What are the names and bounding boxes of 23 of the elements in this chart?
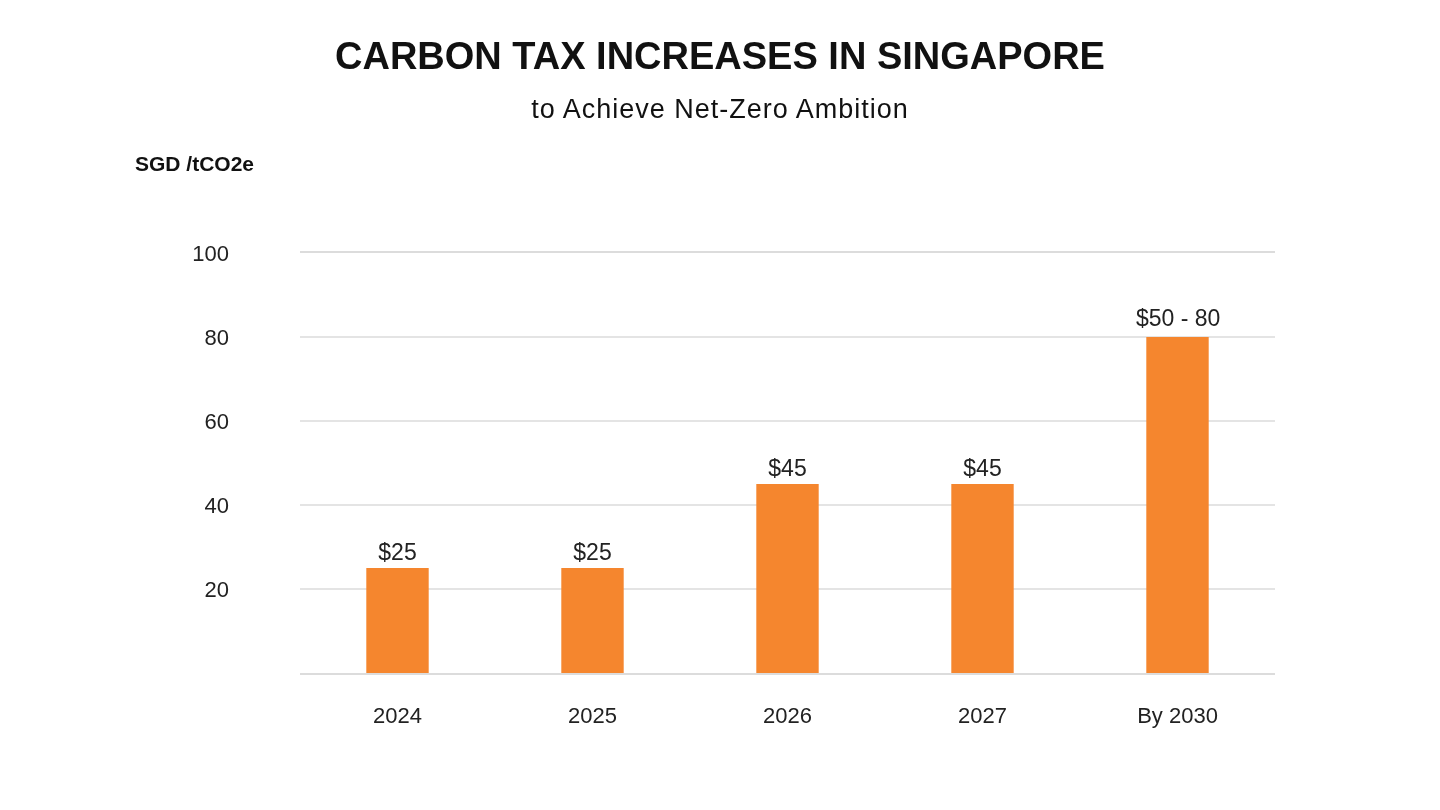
bar: [951, 484, 1014, 673]
bar: [561, 568, 624, 673]
data-label: $45: [963, 455, 1002, 481]
chart-subtitle: to Achieve Net-Zero Ambition: [531, 94, 909, 125]
annotation: $50 - 80: [1136, 305, 1221, 331]
y-tick-label: 40: [204, 492, 229, 518]
x-tick-label: 2025: [568, 703, 617, 729]
x-tick-label: 2024: [373, 703, 422, 729]
bar: [1146, 337, 1209, 673]
data-label: $25: [378, 539, 417, 565]
y-tick-label: 100: [192, 240, 229, 266]
x-tick-label: 2026: [763, 703, 812, 729]
x-tick-label: 2027: [958, 703, 1007, 729]
x-tick-label: By 2030: [1137, 703, 1218, 729]
data-label: $45: [768, 455, 807, 481]
data-label: $25: [573, 539, 612, 565]
chart-title: CARBON TAX INCREASES IN SINGAPORE: [335, 34, 1105, 77]
y-tick-label: 80: [204, 324, 229, 350]
bar: [366, 568, 429, 673]
bar: [756, 484, 819, 673]
y-axis-title: SGD /tCO2e: [135, 152, 255, 175]
y-tick-label: 60: [204, 408, 229, 434]
y-tick-label: 20: [204, 576, 229, 602]
